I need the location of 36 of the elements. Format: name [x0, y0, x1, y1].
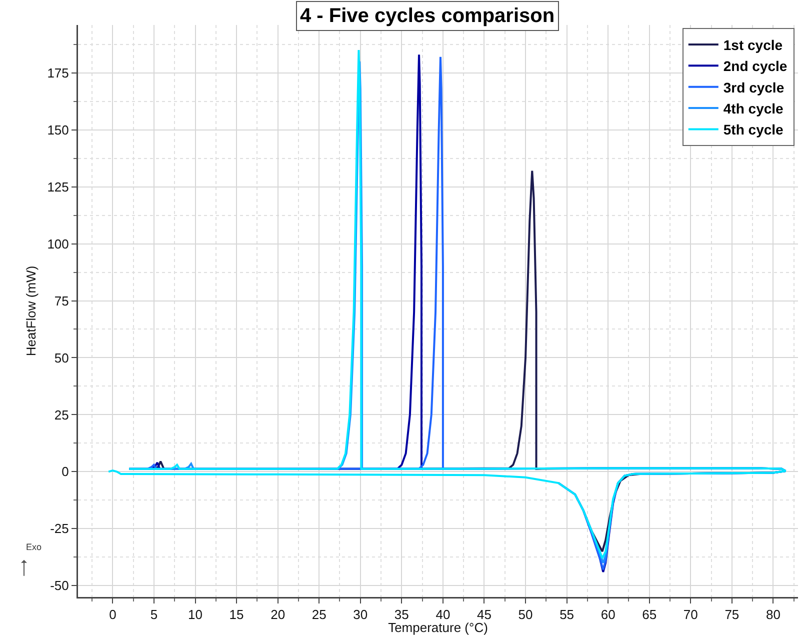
y-tick-label: 125	[47, 179, 69, 194]
y-tick-label: 0	[62, 464, 69, 480]
legend-label: 1st cycle	[723, 36, 783, 53]
legend-label: 2nd cycle	[723, 58, 788, 74]
x-axis-title: Temperature (°C)	[388, 620, 488, 635]
x-tick-label: 25	[312, 607, 326, 622]
x-tick-label: 30	[353, 607, 368, 622]
y-tick-label: 50	[54, 350, 69, 366]
x-tick-label: 20	[270, 607, 286, 622]
x-tick-label: 35	[394, 607, 409, 622]
y-tick-label: 175	[47, 65, 69, 80]
x-tick-label: 80	[766, 607, 780, 622]
x-tick-label: 10	[188, 607, 202, 622]
legend-label: 3rd cycle	[723, 79, 784, 96]
x-tick-label: 40	[436, 607, 450, 622]
x-tick-label: 0	[109, 607, 116, 622]
y-axis-title: HeatFlow (mW)	[23, 266, 38, 356]
y-tick-label: 100	[47, 236, 69, 252]
y-tick-label: 25	[54, 407, 69, 422]
x-tick-label: 65	[642, 607, 657, 622]
y-tick-label: 75	[54, 293, 69, 308]
legend-label: 5th cycle	[723, 122, 784, 138]
y-tick-label: 150	[47, 122, 69, 138]
x-tick-label: 75	[724, 607, 740, 622]
x-tick-label: 5	[150, 607, 158, 622]
legend-label: 4th cycle	[723, 100, 784, 117]
x-tick-label: 55	[560, 607, 574, 622]
y-tick-label: -50	[50, 578, 69, 594]
x-tick-label: 50	[518, 607, 533, 622]
text: Exo	[26, 542, 42, 552]
y-tick-label: -25	[50, 521, 69, 536]
x-tick-label: 60	[600, 607, 616, 622]
x-tick-label: 45	[477, 607, 492, 622]
x-tick-label: 70	[683, 607, 698, 622]
chart-title: 4 - Five cycles comparison	[300, 5, 555, 27]
x-tick-label: 15	[229, 607, 244, 622]
